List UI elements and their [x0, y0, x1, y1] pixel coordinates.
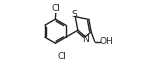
Text: S: S: [71, 10, 77, 19]
Text: OH: OH: [100, 37, 114, 46]
Text: Cl: Cl: [51, 4, 60, 13]
Text: N: N: [82, 35, 89, 44]
Text: Cl: Cl: [57, 52, 66, 61]
